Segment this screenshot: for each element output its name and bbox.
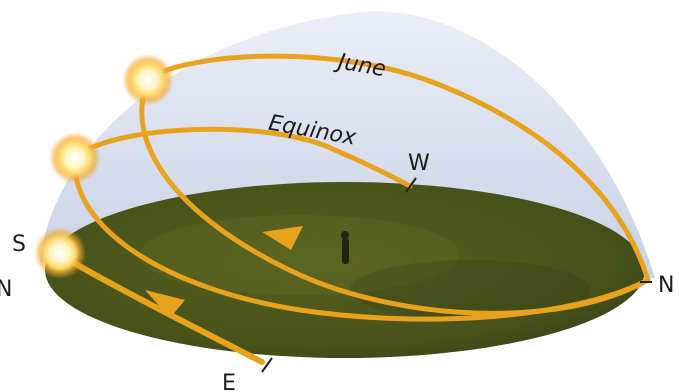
west-tick <box>405 177 417 193</box>
north-right-label: N <box>658 273 674 298</box>
ground-texture <box>140 215 460 295</box>
sun-winter <box>34 227 86 279</box>
east-tick <box>261 357 273 373</box>
north-left-label: N <box>0 277 12 302</box>
arrow-head <box>262 226 303 250</box>
equinox-path-lower <box>72 155 651 322</box>
winter-path <box>57 252 265 365</box>
june-path <box>145 53 651 283</box>
arrow-head <box>145 290 185 318</box>
observer-head <box>341 231 349 239</box>
observer-figure <box>342 238 349 264</box>
east-label: E <box>222 371 236 392</box>
sun-june <box>122 54 174 106</box>
south-label: S <box>12 232 26 257</box>
sun-equinox <box>49 132 101 184</box>
west-label: W <box>408 151 430 176</box>
equinox-path <box>72 126 413 189</box>
